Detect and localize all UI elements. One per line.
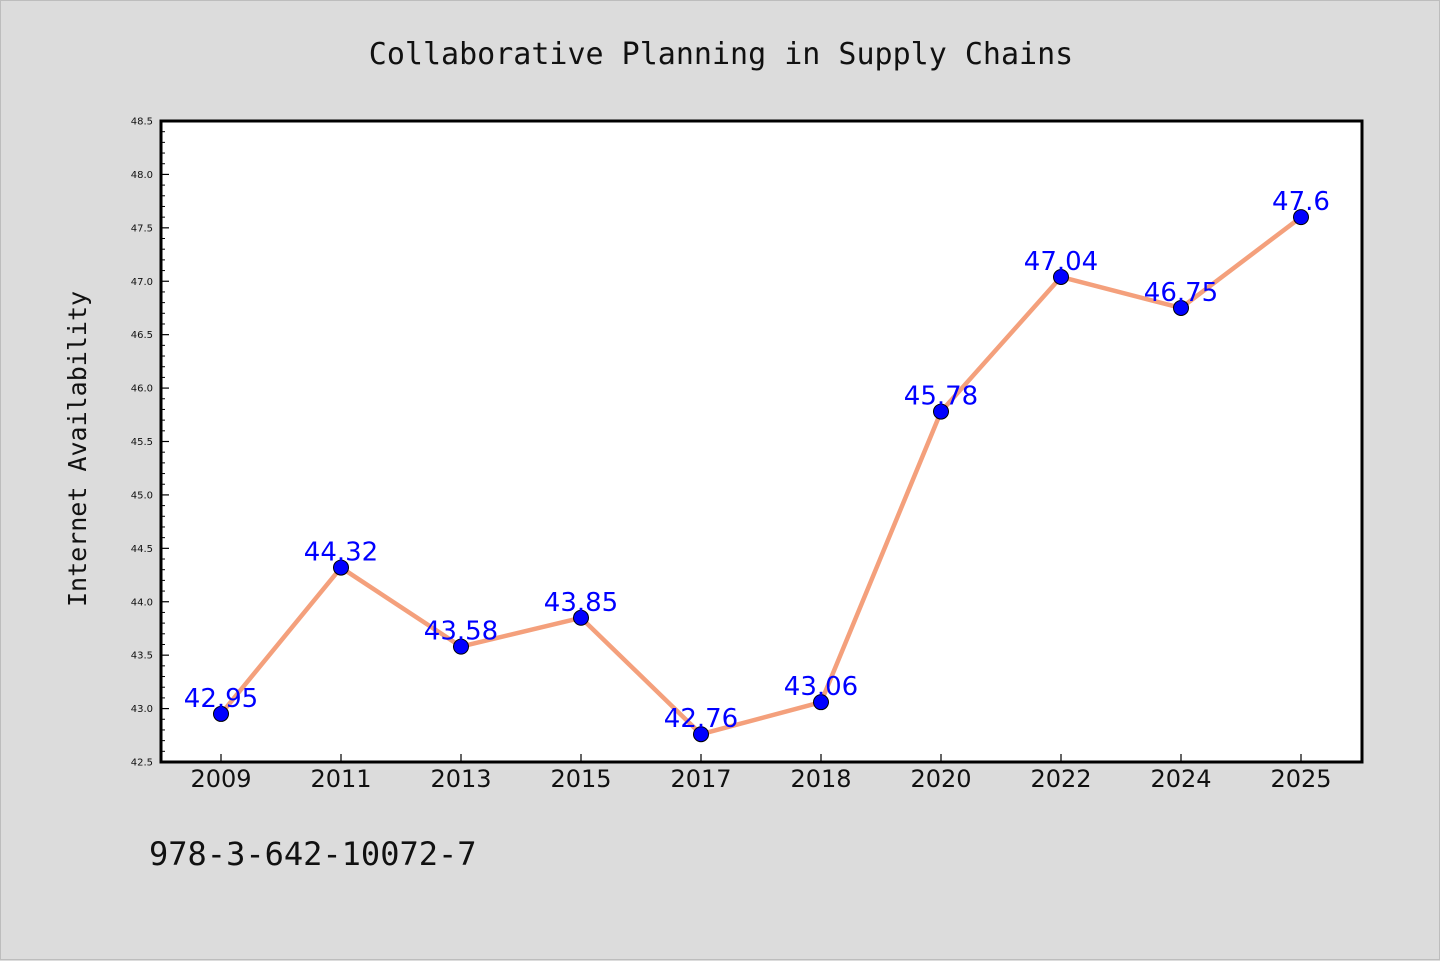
x-tick-label: 2017 <box>670 765 731 793</box>
y-tick-label: 43.5 <box>131 651 153 662</box>
y-tick-label: 45.5 <box>131 437 153 448</box>
chart-title: Collaborative Planning in Supply Chains <box>369 37 1073 72</box>
y-tick-label: 45.0 <box>131 490 153 501</box>
data-point <box>813 694 829 711</box>
isbn-text: 978-3-642-10072-7 <box>149 835 477 873</box>
x-tick-label: 2009 <box>190 765 251 793</box>
x-tick-label: 2018 <box>790 765 851 793</box>
y-tick-label: 48.5 <box>131 117 153 128</box>
data-label: 46.75 <box>1144 278 1218 308</box>
series-line <box>218 214 1304 737</box>
x-axis-ticks: 2009 2011 2013 2015 2017 2018 2020 2022 2024 2025 <box>190 754 1332 793</box>
data-label: 43.58 <box>424 617 498 647</box>
data-label: 44.32 <box>304 538 378 568</box>
y-tick-label: 44.5 <box>131 544 153 555</box>
data-point <box>453 638 469 655</box>
data-labels: 42.95 44.32 43.58 43.85 42.76 43.06 45.78 47.04… <box>184 187 1330 734</box>
y-tick-label: 48.0 <box>131 170 153 181</box>
y-tick-label: 46.0 <box>131 384 153 395</box>
y-axis-label: Internet Availability <box>63 291 92 607</box>
data-point <box>1293 209 1309 226</box>
x-tick-label: 2011 <box>310 765 371 793</box>
data-point <box>1053 268 1069 285</box>
data-label: 43.85 <box>544 588 618 618</box>
y-tick-label: 46.5 <box>131 330 153 341</box>
data-point <box>573 609 589 626</box>
y-tick-label: 43.0 <box>131 704 153 715</box>
data-label: 42.76 <box>664 704 738 734</box>
y-tick-label: 44.0 <box>131 597 153 608</box>
data-label: 42.95 <box>184 684 258 714</box>
data-label: 47.04 <box>1024 247 1098 277</box>
data-label: 43.06 <box>784 672 858 702</box>
data-point <box>333 559 349 576</box>
series-group <box>213 209 1309 743</box>
data-point <box>1173 299 1189 316</box>
x-tick-label: 2015 <box>550 765 611 793</box>
plot-area <box>159 119 1364 764</box>
y-tick-label: 47.0 <box>131 277 153 288</box>
y-tick-label: 47.5 <box>131 223 153 234</box>
x-tick-label: 2022 <box>1030 765 1091 793</box>
y-axis-ticks: 42.5 43.0 43.5 44.0 44.5 45.0 45.5 46.0 46.5 47.0… <box>131 117 169 769</box>
data-point <box>693 726 709 743</box>
x-tick-label: 2024 <box>1150 765 1211 793</box>
y-tick-label: 42.5 <box>131 758 153 769</box>
data-label: 45.78 <box>904 382 978 412</box>
data-label: 47.6 <box>1272 187 1330 217</box>
x-tick-label: 2020 <box>910 765 971 793</box>
x-tick-label: 2013 <box>430 765 491 793</box>
x-tick-label: 2025 <box>1270 765 1331 793</box>
data-point <box>933 403 949 420</box>
data-point <box>213 705 229 722</box>
